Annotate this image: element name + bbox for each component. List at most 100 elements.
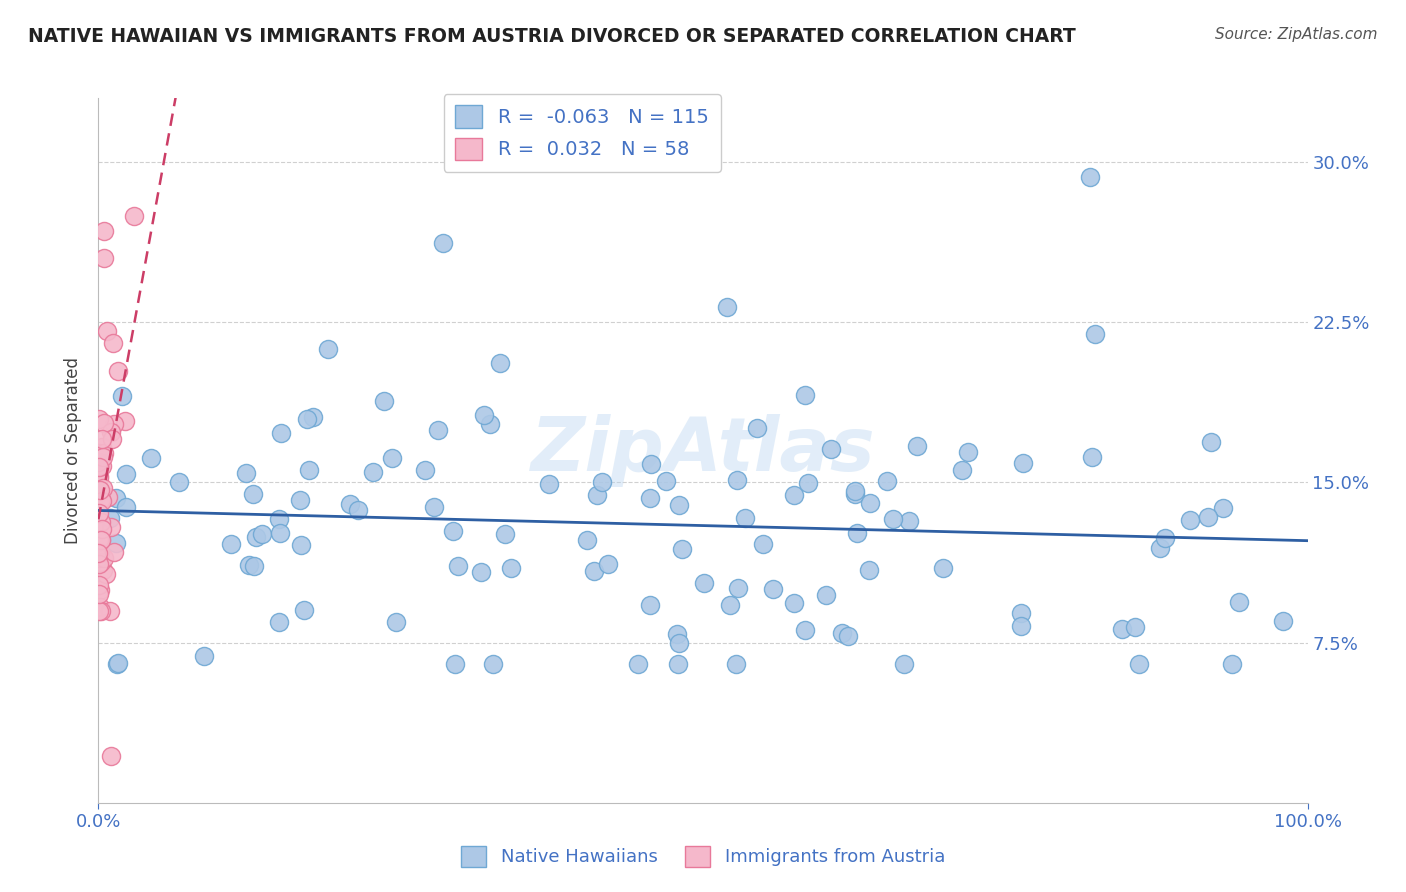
Point: [91, 522, 114, 536]
Point: [87, 412, 110, 426]
Point: [269, 512, 291, 526]
Point: [443, 657, 465, 671]
Point: [87, 557, 110, 571]
Point: [932, 561, 955, 575]
Point: [87, 455, 110, 469]
Point: [831, 625, 853, 640]
Point: [638, 598, 661, 612]
Point: [339, 497, 361, 511]
Point: [98, 604, 121, 618]
Point: [292, 603, 315, 617]
Point: [105, 491, 128, 505]
Point: [1111, 622, 1133, 636]
Point: [103, 417, 125, 432]
Point: [270, 425, 292, 440]
Point: [596, 557, 619, 571]
Point: [87, 550, 110, 565]
Point: [87, 506, 110, 520]
Point: [103, 545, 125, 559]
Point: [1272, 615, 1295, 629]
Point: [89, 458, 111, 473]
Text: Source: ZipAtlas.com: Source: ZipAtlas.com: [1215, 27, 1378, 42]
Point: [93, 551, 115, 566]
Point: [1010, 606, 1032, 620]
Point: [1227, 595, 1250, 609]
Legend: R =  -0.063   N = 115, R =  0.032   N = 58: R = -0.063 N = 115, R = 0.032 N = 58: [443, 94, 721, 172]
Point: [718, 599, 741, 613]
Point: [1199, 435, 1222, 450]
Point: [1220, 657, 1243, 671]
Point: [666, 627, 689, 641]
Point: [290, 538, 312, 552]
Point: [1212, 500, 1234, 515]
Point: [90, 433, 112, 447]
Point: [87, 468, 110, 483]
Point: [576, 533, 599, 547]
Point: [100, 520, 122, 534]
Point: [907, 438, 929, 452]
Point: [494, 527, 516, 541]
Point: [626, 657, 648, 671]
Point: [893, 657, 915, 671]
Point: [105, 657, 128, 671]
Point: [846, 525, 869, 540]
Point: [956, 444, 979, 458]
Point: [245, 530, 267, 544]
Point: [114, 414, 136, 428]
Point: [87, 533, 110, 547]
Point: [89, 484, 111, 499]
Point: [1012, 456, 1035, 470]
Point: [91, 481, 114, 495]
Point: [90, 555, 112, 569]
Point: [87, 485, 110, 500]
Legend: Native Hawaiians, Immigrants from Austria: Native Hawaiians, Immigrants from Austri…: [454, 838, 952, 874]
Point: [94, 566, 117, 581]
Point: [761, 582, 783, 596]
Point: [671, 542, 693, 557]
Point: [87, 470, 110, 484]
Point: [89, 546, 111, 560]
Point: [93, 416, 115, 430]
Point: [242, 487, 264, 501]
Point: [725, 474, 748, 488]
Point: [582, 564, 605, 578]
Point: [413, 462, 436, 476]
Point: [479, 417, 502, 431]
Point: [100, 748, 122, 763]
Point: [87, 604, 110, 618]
Point: [1123, 620, 1146, 634]
Point: [716, 301, 738, 315]
Y-axis label: Divorced or Separated: Divorced or Separated: [65, 357, 83, 544]
Point: [87, 446, 110, 460]
Point: [101, 433, 124, 447]
Point: [1128, 657, 1150, 671]
Point: [100, 425, 122, 439]
Point: [654, 475, 676, 489]
Text: ZipAtlas: ZipAtlas: [530, 414, 876, 487]
Point: [1081, 450, 1104, 465]
Point: [87, 455, 110, 469]
Point: [87, 578, 110, 592]
Point: [488, 356, 510, 370]
Point: [288, 493, 311, 508]
Point: [347, 503, 370, 517]
Point: [693, 576, 716, 591]
Point: [89, 458, 111, 473]
Point: [115, 467, 138, 481]
Point: [87, 546, 110, 560]
Point: [269, 615, 291, 629]
Point: [93, 252, 115, 266]
Point: [423, 500, 446, 514]
Point: [482, 657, 505, 671]
Point: [844, 484, 866, 499]
Point: [844, 487, 866, 501]
Point: [301, 409, 323, 424]
Point: [91, 563, 114, 577]
Point: [1197, 510, 1219, 524]
Point: [538, 477, 561, 491]
Point: [193, 649, 215, 664]
Point: [1153, 531, 1175, 545]
Point: [724, 657, 747, 671]
Point: [668, 635, 690, 649]
Point: [591, 475, 613, 490]
